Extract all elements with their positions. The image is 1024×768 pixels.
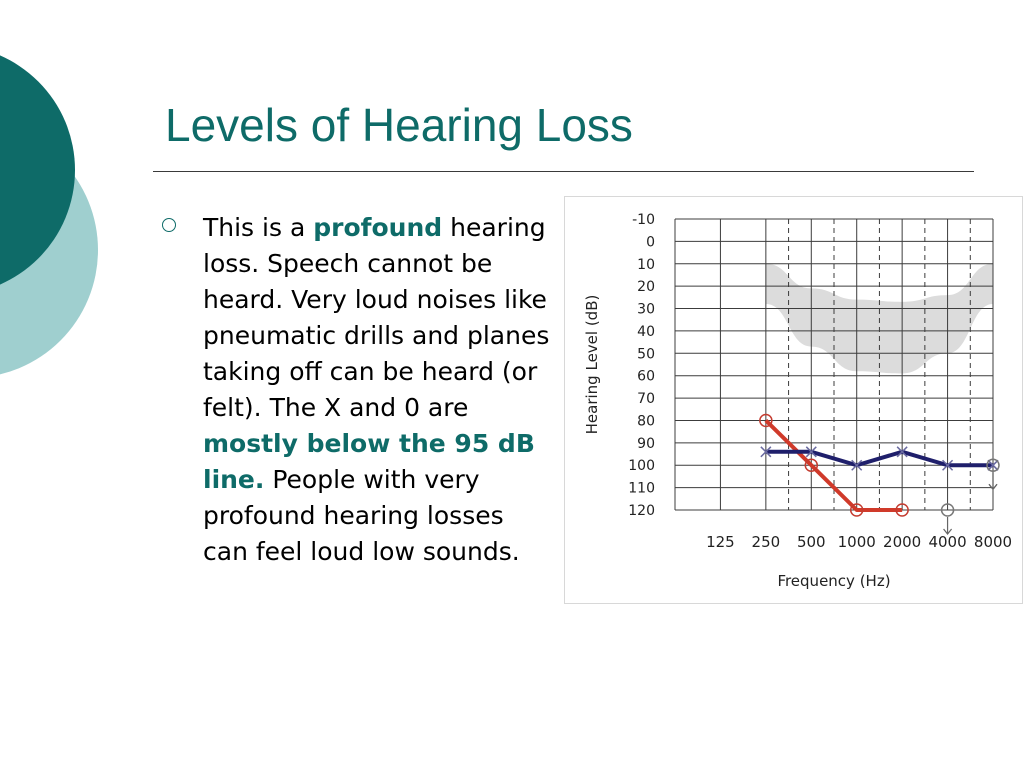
- y-tick-label: -10: [632, 212, 655, 228]
- bullet-text: This is a profound hearing loss. Speech …: [203, 210, 553, 570]
- marker-o-point: [986, 458, 1000, 472]
- decorative-circles: [0, 55, 98, 375]
- marker-x-point: [760, 446, 772, 458]
- bullet-highlight-profound: profound: [313, 213, 443, 242]
- y-tick-label: 90: [637, 436, 655, 452]
- y-tick-label: 80: [637, 413, 655, 429]
- title-divider: [153, 171, 974, 172]
- y-tick-label: 40: [637, 324, 655, 340]
- bullet-text-part: This is a: [203, 213, 314, 242]
- x-tick-label: 4000: [928, 533, 966, 551]
- marker-o-point: [759, 413, 773, 428]
- y-tick-label: 30: [637, 302, 655, 318]
- marker-o-point: [849, 503, 864, 517]
- series-line-o: [764, 419, 903, 512]
- y-tick-label: 70: [637, 391, 655, 407]
- marker-o-point: [804, 458, 819, 472]
- y-tick-label: 120: [628, 503, 655, 519]
- marker-o-point: [895, 503, 909, 517]
- marker-x-point: [851, 459, 863, 471]
- marker-x-point: [896, 446, 908, 458]
- audiogram-svg: -10 0 10 20 30 40 50 60 70 80 90 100 110 120 125 250 500…: [583, 212, 1012, 590]
- marker-o-point: [940, 503, 955, 517]
- x-tick-label: 2000: [883, 533, 921, 551]
- y-tick-label: 60: [637, 369, 655, 385]
- x-tick-label: 250: [752, 533, 781, 551]
- y-tick-label: 50: [637, 346, 655, 362]
- no-response-arrow: [943, 517, 953, 535]
- bullet-text-part: People with very profound hearing losses…: [203, 465, 520, 566]
- marker-x-point: [987, 459, 999, 471]
- slide-title: Levels of Hearing Loss: [165, 99, 633, 151]
- x-tick-label: 125: [706, 533, 735, 551]
- x-tick-label: 500: [797, 533, 826, 551]
- bullet-highlight-95db: mostly below the 95 dB line.: [203, 429, 535, 494]
- marker-x-point: [805, 446, 817, 458]
- bullet-text-part: hearing loss. Speech cannot be heard. Ve…: [203, 213, 550, 422]
- x-tick-label: 1000: [838, 533, 876, 551]
- no-response-arrow: [988, 472, 998, 491]
- y-tick-label: 100: [628, 458, 655, 474]
- y-tick-label: 20: [637, 279, 655, 295]
- y-tick-label: 10: [637, 257, 655, 273]
- x-tick-label: 8000: [974, 533, 1012, 551]
- x-axis-label: Frequency (Hz): [777, 572, 890, 590]
- y-tick-label: 110: [628, 481, 655, 497]
- bullet-circle-icon: [162, 218, 176, 232]
- y-axis-label: Hearing Level (dB): [583, 295, 601, 435]
- y-tick-label: 0: [646, 234, 655, 250]
- dark-teal-circle: [0, 55, 75, 285]
- audiogram-chart: -10 0 10 20 30 40 50 60 70 80 90 100 110 120 125 250 500…: [564, 196, 1023, 604]
- marker-x-point: [942, 459, 954, 471]
- series-line-x: [765, 449, 993, 468]
